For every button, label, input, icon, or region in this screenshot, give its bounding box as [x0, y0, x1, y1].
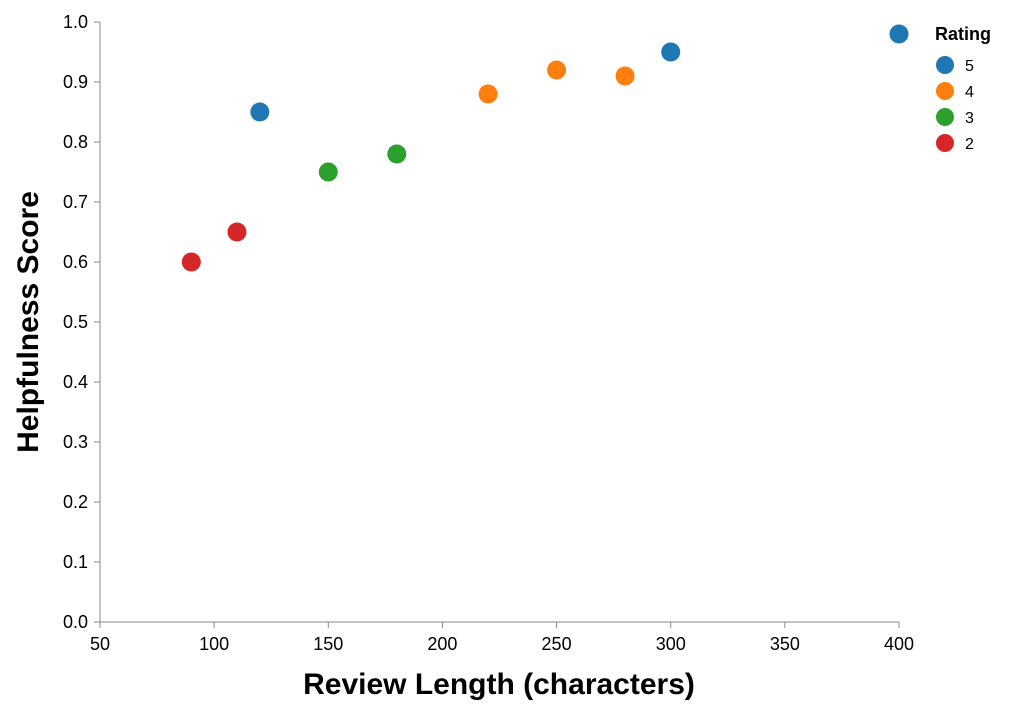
y-tick-label: 0.5	[63, 312, 88, 332]
legend-title: Rating	[935, 24, 991, 44]
data-point-rating-5	[889, 24, 909, 44]
x-axis-title: Review Length (characters)	[303, 668, 695, 701]
data-point-rating-4	[478, 84, 498, 104]
data-point-rating-3	[318, 162, 338, 182]
x-tick-label: 200	[427, 634, 457, 654]
x-tick-label: 300	[656, 634, 686, 654]
x-ticks: 50 100 150 200 250 300 350 400	[90, 622, 914, 654]
x-tick-label: 100	[199, 634, 229, 654]
legend-label: 4	[965, 84, 974, 101]
y-tick-label: 0.1	[63, 552, 88, 572]
data-point-rating-2	[227, 222, 247, 242]
y-tick-label: 0.0	[63, 612, 88, 632]
y-tick-label: 0.8	[63, 132, 88, 152]
y-tick-label: 1.0	[63, 12, 88, 32]
data-point-rating-5	[661, 42, 681, 62]
data-points	[181, 24, 909, 272]
legend-label: 3	[965, 110, 974, 127]
data-point-rating-4	[547, 60, 567, 80]
x-tick-label: 350	[770, 634, 800, 654]
y-tick-label: 0.2	[63, 492, 88, 512]
legend-entries: 5 4 3 2	[936, 56, 974, 153]
legend-swatch	[936, 56, 954, 74]
y-tick-label: 0.6	[63, 252, 88, 272]
legend-label: 5	[965, 58, 974, 75]
y-tick-label: 0.9	[63, 72, 88, 92]
y-axis-title: Helpfulness Score	[12, 191, 45, 453]
legend-swatch	[936, 134, 954, 152]
legend-swatch	[936, 82, 954, 100]
legend-label: 2	[965, 136, 974, 153]
data-point-rating-4	[615, 66, 635, 86]
x-tick-label: 50	[90, 634, 110, 654]
data-point-rating-2	[181, 252, 201, 272]
x-tick-label: 400	[884, 634, 914, 654]
x-tick-label: 250	[542, 634, 572, 654]
y-tick-label: 0.4	[63, 372, 88, 392]
legend: Rating 5 4 3 2	[935, 24, 991, 153]
y-ticks: 0.0 0.1 0.2 0.3 0.4 0.5 0.6 0.7 0.8 0.9 1.0	[63, 12, 100, 632]
legend-swatch	[936, 108, 954, 126]
data-point-rating-5	[250, 102, 270, 122]
axes: 50 100 150 200 250 300 350 400 0.00.10.20.30.40…	[63, 12, 914, 654]
y-tick-label: 0.3	[63, 432, 88, 452]
x-tick-label: 150	[313, 634, 343, 654]
y-tick-label: 0.7	[63, 192, 88, 212]
data-point-rating-3	[387, 144, 407, 164]
